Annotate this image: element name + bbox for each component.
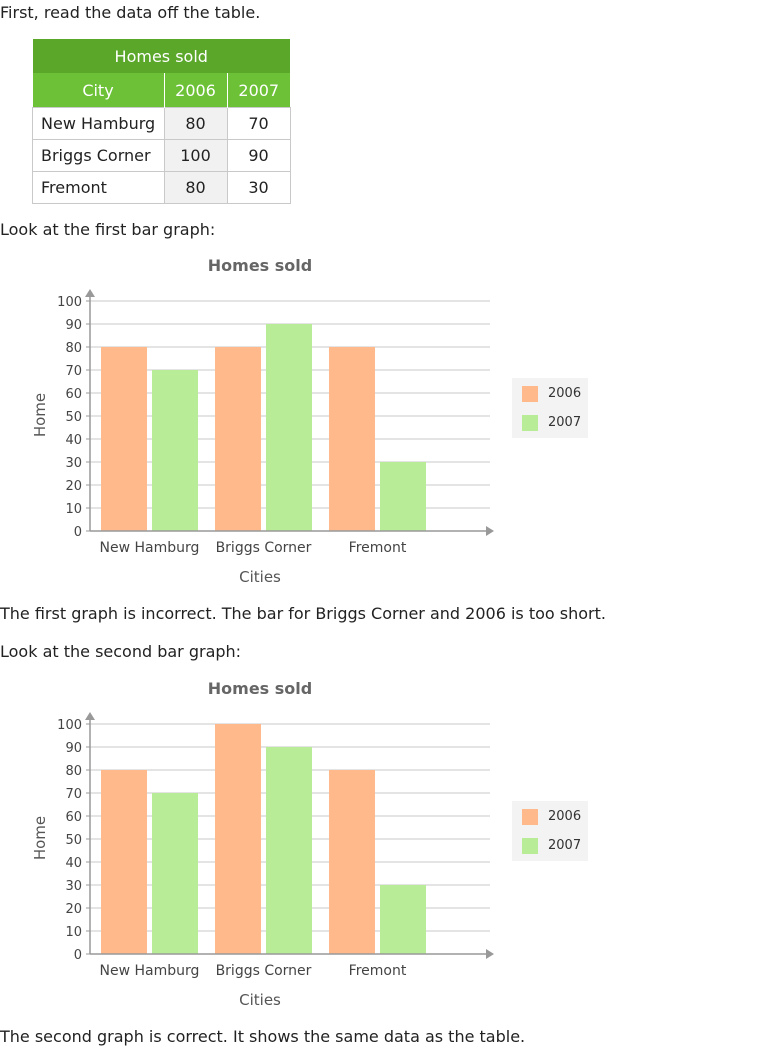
- city-cell: New Hamburg: [32, 107, 165, 140]
- bar-2007-fremont: [380, 462, 426, 531]
- y-tick-label: 40: [65, 856, 82, 871]
- x-tick-label: Fremont: [349, 963, 407, 979]
- y-tick-label: 100: [57, 295, 82, 310]
- x-tick-label: New Hamburg: [100, 963, 200, 979]
- y-tick-label: 60: [65, 387, 82, 402]
- x-tick-label: Briggs Corner: [216, 540, 312, 556]
- first-graph-intro: Look at the first bar graph:: [0, 220, 216, 239]
- legend-label-2006: 2006: [548, 809, 582, 824]
- legend-label-2007: 2007: [548, 838, 582, 853]
- table-row: New Hamburg 80 70: [32, 107, 291, 140]
- table-row: Briggs Corner 100 90: [32, 139, 291, 172]
- city-cell: Fremont: [32, 171, 165, 204]
- legend-swatch-2006: [522, 386, 538, 402]
- value-2007-cell: 70: [226, 107, 291, 140]
- y-tick-label: 70: [65, 787, 82, 802]
- chart-title: Homes sold: [207, 679, 313, 698]
- y-tick-label: 90: [65, 741, 82, 756]
- value-2006-cell: 100: [163, 139, 228, 172]
- chart-svg: 0 10 20 30 40 50 60 70 80 90 100 New Hamburg Briggs …: [57, 289, 494, 556]
- chart-svg: 0 10 20 30 40 50 60 70 80 90 100 New Hamburg Briggs …: [57, 712, 494, 979]
- y-tick-label: 10: [65, 925, 82, 940]
- bar-2007-briggs-corner: [266, 747, 312, 954]
- y-tick-label: 20: [65, 479, 82, 494]
- bar-2006-fremont: [329, 770, 375, 954]
- y-tick-label: 80: [65, 764, 82, 779]
- second-graph-conclusion: The second graph is correct. It shows th…: [0, 1027, 526, 1046]
- bar-2007-briggs-corner: [266, 324, 312, 531]
- table-title: Homes sold: [32, 39, 290, 73]
- second-bar-chart: Homes sold Home Cities 0 10 20 30 40 50 60 70 80…: [0, 679, 600, 1019]
- second-graph-intro: Look at the second bar graph:: [0, 642, 242, 661]
- y-tick-label: 80: [65, 341, 82, 356]
- legend-label-2006: 2006: [548, 386, 582, 401]
- table-row: Fremont 80 30: [32, 171, 291, 204]
- value-2006-cell: 80: [163, 107, 228, 140]
- first-bar-chart: Homes sold Home Cities 0 10 20 30 40 50 60 70 80…: [0, 256, 600, 596]
- x-tick-label: Fremont: [349, 540, 407, 556]
- bar-2006-new-hamburg: [101, 347, 147, 531]
- bar-2006-briggs-corner: [215, 724, 261, 954]
- x-tick-label: Briggs Corner: [216, 963, 312, 979]
- legend-swatch-2007: [522, 838, 538, 854]
- chart-legend: 2006 2007: [512, 801, 588, 861]
- y-tick-label: 20: [65, 902, 82, 917]
- legend-label-2007: 2007: [548, 415, 582, 430]
- chart-title: Homes sold: [207, 256, 313, 275]
- bar-2006-briggs-corner: [215, 347, 261, 531]
- bar-2006-new-hamburg: [101, 770, 147, 954]
- y-axis-arrow: [85, 712, 95, 720]
- header-2007: 2007: [227, 73, 290, 108]
- value-2007-cell: 30: [226, 171, 291, 204]
- y-axis-arrow: [85, 289, 95, 297]
- x-axis-title: Cities: [239, 568, 281, 586]
- header-2006: 2006: [164, 73, 228, 108]
- value-2007-cell: 90: [226, 139, 291, 172]
- homes-sold-table: Homes sold City 2006 2007 New Hamburg 80…: [32, 39, 291, 204]
- bar-2007-new-hamburg: [152, 793, 198, 954]
- x-axis-title: Cities: [239, 991, 281, 1009]
- y-tick-label: 70: [65, 364, 82, 379]
- bar-2007-new-hamburg: [152, 370, 198, 531]
- legend-swatch-2006: [522, 809, 538, 825]
- x-axis-arrow: [486, 526, 494, 536]
- y-tick-label: 10: [65, 502, 82, 517]
- header-city: City: [32, 73, 165, 108]
- x-tick-label: New Hamburg: [100, 540, 200, 556]
- y-tick-label: 50: [65, 833, 82, 848]
- y-tick-label: 100: [57, 718, 82, 733]
- value-2006-cell: 80: [163, 171, 228, 204]
- bar-2007-fremont: [380, 885, 426, 954]
- y-tick-label: 50: [65, 410, 82, 425]
- y-tick-label: 30: [65, 456, 82, 471]
- legend-swatch-2007: [522, 415, 538, 431]
- y-tick-label: 0: [74, 948, 82, 963]
- y-tick-label: 30: [65, 879, 82, 894]
- y-tick-label: 90: [65, 318, 82, 333]
- y-tick-label: 0: [74, 525, 82, 540]
- bar-2006-fremont: [329, 347, 375, 531]
- first-graph-conclusion: The first graph is incorrect. The bar fo…: [0, 604, 606, 623]
- x-axis-arrow: [486, 949, 494, 959]
- intro-text: First, read the data off the table.: [0, 3, 261, 22]
- chart-legend: 2006 2007: [512, 378, 588, 438]
- city-cell: Briggs Corner: [32, 139, 165, 172]
- y-tick-label: 60: [65, 810, 82, 825]
- y-tick-label: 40: [65, 433, 82, 448]
